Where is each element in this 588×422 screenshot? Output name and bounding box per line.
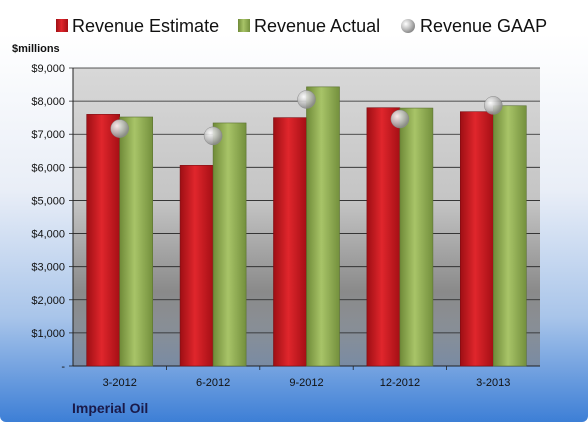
bar-revenue-estimate — [273, 117, 307, 367]
y-tick-label: $8,000 — [31, 96, 65, 108]
y-tick-label: $6,000 — [31, 162, 65, 174]
x-tick-label: 6-2012 — [196, 377, 230, 389]
y-tick-label: $2,000 — [31, 295, 65, 307]
y-axis-ticks: - $1,000 $2,000 $3,000 $4,000 $5,000 $6,000 $7,… — [31, 63, 65, 373]
legend-label-estimate: Revenue Estimate — [72, 16, 219, 36]
legend-label-actual: Revenue Actual — [254, 16, 380, 36]
y-tick-label: $4,000 — [31, 229, 65, 241]
bar-revenue-actual — [306, 86, 340, 367]
y-tick-label: $9,000 — [31, 63, 65, 75]
bar-revenue-estimate — [366, 107, 401, 367]
legend-label-gaap: Revenue GAAP — [420, 16, 547, 36]
legend-swatch-gaap — [401, 19, 415, 33]
marker-revenue-gaap — [110, 119, 129, 138]
x-axis-ticks: 3-2012 6-2012 9-2012 12-2012 3-2013 — [103, 366, 510, 389]
x-tick-label: 3-2012 — [103, 377, 137, 389]
y-tick-label: $5,000 — [31, 195, 65, 207]
x-tick-label: 3-2013 — [476, 377, 510, 389]
bar-revenue-actual — [399, 107, 434, 367]
y-tick-label: $7,000 — [31, 129, 65, 141]
bar-revenue-estimate — [86, 114, 120, 367]
gaap-markers — [110, 90, 503, 146]
y-tick-label: $1,000 — [31, 328, 65, 340]
marker-revenue-gaap — [484, 96, 503, 115]
company-name: Imperial Oil — [72, 400, 148, 416]
marker-revenue-gaap — [203, 126, 223, 146]
bar-revenue-actual — [212, 122, 247, 367]
bar-revenue-estimate — [179, 165, 214, 367]
legend-swatch-actual — [238, 19, 250, 32]
y-tick-label: $3,000 — [31, 262, 65, 274]
y-tick-label: - — [61, 361, 65, 373]
bar-revenue-actual — [492, 105, 527, 367]
x-tick-label: 12-2012 — [380, 377, 420, 389]
legend: Revenue Estimate Revenue Actual Revenue … — [56, 16, 547, 36]
marker-revenue-gaap — [390, 109, 410, 129]
x-tick-label: 9-2012 — [289, 377, 323, 389]
marker-revenue-gaap — [297, 90, 316, 109]
bar-revenue-estimate — [459, 111, 494, 367]
y-unit-label: $millions — [12, 43, 60, 55]
bar-revenue-actual — [119, 116, 153, 367]
bars — [86, 86, 527, 367]
legend-swatch-estimate — [56, 19, 68, 32]
